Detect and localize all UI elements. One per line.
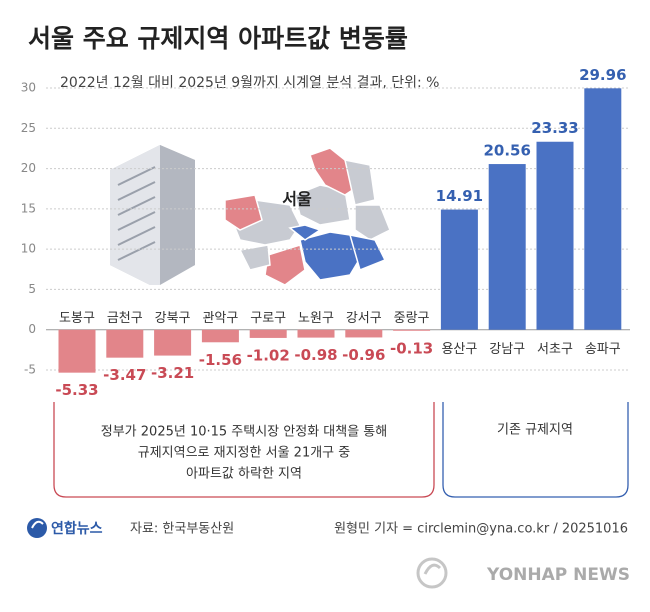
x-tick-label: 강북구 — [155, 311, 191, 326]
seoul-map — [224, 147, 391, 286]
x-tick-label: 강남구 — [489, 342, 525, 357]
y-tick-label: 20 — [21, 161, 36, 175]
value-label: 14.91 — [436, 187, 483, 205]
value-label: -3.47 — [103, 366, 146, 384]
value-label: 23.33 — [531, 119, 578, 137]
x-tick-label: 송파구 — [585, 342, 621, 357]
x-tick-label: 금천구 — [107, 311, 143, 326]
group-note: 기존 규제지역 — [497, 423, 573, 438]
group-note: 정부가 2025년 10·15 주택시장 안정화 대책을 통해 — [101, 425, 387, 440]
bar — [297, 329, 335, 338]
x-tick-label: 용산구 — [441, 342, 477, 357]
watermark-icon — [416, 557, 448, 589]
group-note: 아파트값 하락한 지역 — [186, 467, 302, 482]
y-tick-label: 15 — [21, 201, 36, 215]
group-note: 규제지역으로 재지정한 서울 21개구 중 — [138, 446, 351, 461]
chart-subtitle: 2022년 12월 대비 2025년 9월까지 시계열 분석 결과, 단위: % — [60, 75, 439, 91]
logo-text: 연합뉴스 — [51, 520, 103, 537]
source: 자료: 한국부동산원 — [130, 522, 234, 537]
y-tick-label: 10 — [21, 242, 36, 256]
bar — [584, 88, 622, 330]
bar — [154, 329, 192, 356]
building-illustration — [110, 145, 195, 285]
y-tick-label: 25 — [21, 121, 36, 135]
y-tick-label: 0 — [28, 322, 36, 336]
bar — [536, 141, 574, 330]
y-tick-label: 30 — [21, 81, 36, 95]
bar — [440, 209, 478, 330]
watermark: YONHAP NEWS — [486, 565, 630, 585]
x-tick-label: 관악구 — [202, 311, 238, 326]
value-label: -0.13 — [390, 339, 433, 357]
logo-icon — [27, 518, 47, 538]
x-tick-label: 중랑구 — [394, 311, 430, 326]
value-label: -1.56 — [199, 351, 242, 369]
value-label: 29.96 — [579, 66, 626, 84]
x-tick-label: 노원구 — [298, 311, 334, 326]
x-tick-label: 구로구 — [250, 311, 286, 326]
bar — [58, 329, 96, 373]
value-label: -0.96 — [342, 346, 385, 364]
y-tick-label: -5 — [24, 363, 36, 377]
x-tick-label: 서초구 — [537, 342, 573, 357]
bar — [106, 329, 144, 358]
group-bracket — [442, 402, 629, 498]
x-tick-label: 도봉구 — [59, 311, 95, 326]
value-label: -0.98 — [294, 346, 337, 364]
x-tick-label: 강서구 — [346, 311, 382, 326]
bar — [393, 329, 431, 331]
chart-title: 서울 주요 규제지역 아파트값 변동률 — [28, 24, 408, 53]
bar — [201, 329, 239, 343]
bar — [488, 164, 526, 330]
y-tick-label: 5 — [28, 282, 36, 296]
map-label: 서울 — [282, 190, 312, 209]
credit: 원형민 기자 = circlemin@yna.co.kr / 20251016 — [334, 522, 628, 537]
value-label: -1.02 — [247, 346, 290, 364]
value-label: -5.33 — [55, 381, 98, 399]
value-label: -3.21 — [151, 364, 194, 382]
bar — [249, 329, 287, 338]
bar — [345, 329, 383, 338]
group-bracket — [53, 402, 435, 498]
value-label: 20.56 — [483, 142, 530, 160]
